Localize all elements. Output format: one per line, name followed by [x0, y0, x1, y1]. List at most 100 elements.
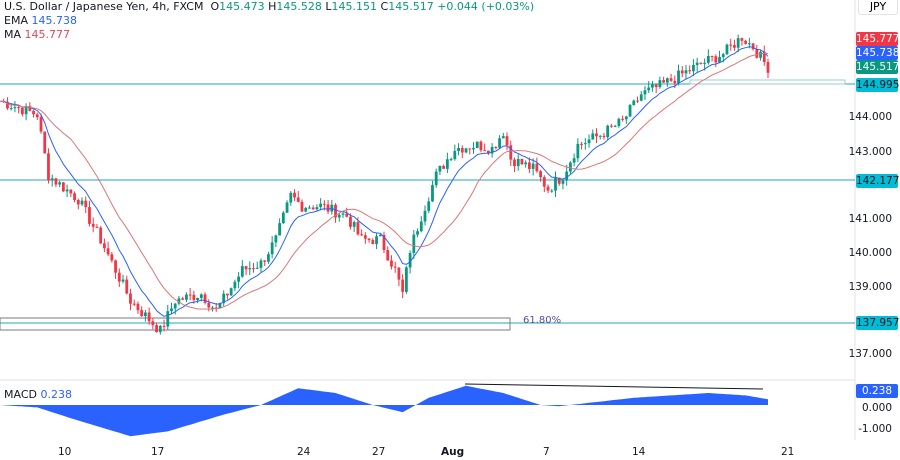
candle-body — [13, 107, 17, 109]
candle-body — [721, 54, 725, 58]
candle-body — [423, 210, 427, 222]
candle-body — [621, 118, 625, 120]
x-tick: 27 — [372, 446, 386, 458]
candle-body — [632, 100, 636, 106]
candle-body — [24, 106, 28, 115]
x-tick: 17 — [151, 446, 165, 458]
candle-body — [140, 310, 144, 317]
candle-body — [285, 202, 289, 213]
candle-body — [54, 178, 58, 185]
candle-body — [84, 200, 88, 208]
candle-body — [710, 56, 714, 58]
fib-retracement-box[interactable] — [0, 317, 511, 331]
candle-body — [58, 182, 62, 185]
l-label: L — [325, 0, 332, 13]
candle-body — [50, 178, 54, 181]
candle-body — [293, 192, 296, 198]
candle-body — [569, 162, 572, 172]
candle-body — [699, 62, 703, 64]
candle-body — [718, 57, 721, 63]
candle-body — [352, 222, 356, 227]
candle-body — [367, 238, 371, 241]
candle-body — [744, 40, 748, 44]
ema-label: EMA — [4, 14, 28, 27]
candle-body — [725, 44, 729, 55]
macd-tick: -1.000 — [858, 423, 892, 435]
candle-body — [572, 158, 576, 163]
candle-body — [278, 223, 282, 236]
candle-body — [281, 212, 285, 224]
candle-body — [472, 148, 475, 150]
ma-value: 145.777 — [24, 28, 71, 41]
candle-body — [613, 125, 617, 127]
level-box — [689, 79, 846, 85]
candle-body — [755, 49, 759, 58]
candle-body — [404, 267, 408, 292]
candle-body — [170, 308, 173, 312]
candle-body — [80, 200, 84, 205]
candle-body — [516, 158, 520, 167]
candle-body — [595, 133, 598, 137]
candle-body — [416, 231, 419, 235]
candle-body — [114, 260, 117, 273]
candle-body — [252, 268, 255, 270]
candle-body — [438, 165, 442, 172]
candle-body — [43, 131, 47, 154]
currency-button[interactable]: JPY — [858, 0, 898, 15]
candle-body — [76, 199, 80, 205]
level-label-3: 137.957 — [856, 316, 900, 330]
candle-body — [412, 234, 416, 254]
candle-body — [311, 207, 315, 210]
candle-body — [237, 276, 241, 282]
candle-body — [524, 162, 528, 165]
low-value: 145.151 — [331, 0, 378, 13]
candle-body — [527, 162, 531, 169]
candle-body — [173, 303, 177, 309]
candle-body — [535, 163, 539, 172]
ema-legend[interactable]: EMA 145.738 — [4, 14, 77, 27]
candle-body — [106, 248, 110, 255]
candle-body — [692, 65, 695, 72]
candle-body — [158, 325, 162, 333]
candle-body — [684, 70, 688, 74]
candle-body — [397, 267, 401, 280]
price-tick: 139.000 — [848, 281, 892, 293]
candle-body — [349, 216, 352, 227]
candle-body — [110, 254, 114, 261]
candle-body — [647, 87, 651, 91]
candle-body — [703, 62, 707, 64]
candle-body — [393, 266, 397, 268]
candle-body — [542, 177, 546, 187]
macd-legend[interactable]: MACD 0.238 — [4, 388, 72, 401]
candle-body — [554, 177, 557, 191]
candle-body — [117, 272, 121, 282]
candle-body — [207, 302, 211, 308]
candle-body — [192, 294, 196, 300]
candle-body — [28, 106, 32, 111]
candle-body — [587, 139, 591, 144]
candle-body — [479, 141, 483, 151]
candle-body — [583, 143, 587, 145]
candle-body — [706, 56, 710, 63]
candle-body — [483, 150, 487, 152]
candle-body — [203, 294, 207, 303]
candle-body — [751, 43, 755, 50]
ma-legend[interactable]: MA 145.777 — [4, 28, 70, 41]
ma-label: MA — [4, 28, 22, 41]
price-tick: 143.000 — [848, 146, 892, 158]
candle-body — [442, 165, 446, 169]
x-tick: 10 — [58, 446, 72, 458]
close-value: 145.517 — [388, 0, 434, 13]
candle-body — [73, 193, 76, 200]
x-tick: 24 — [297, 446, 311, 458]
candle-body — [270, 242, 274, 255]
x-tick: 7 — [543, 446, 550, 458]
candle-body — [229, 288, 233, 296]
candle-body — [762, 51, 766, 63]
candle-body — [449, 159, 453, 161]
candle-body — [378, 234, 382, 237]
candle-body — [550, 190, 554, 192]
macd-trendline[interactable] — [464, 383, 764, 390]
candle-body — [296, 197, 300, 202]
